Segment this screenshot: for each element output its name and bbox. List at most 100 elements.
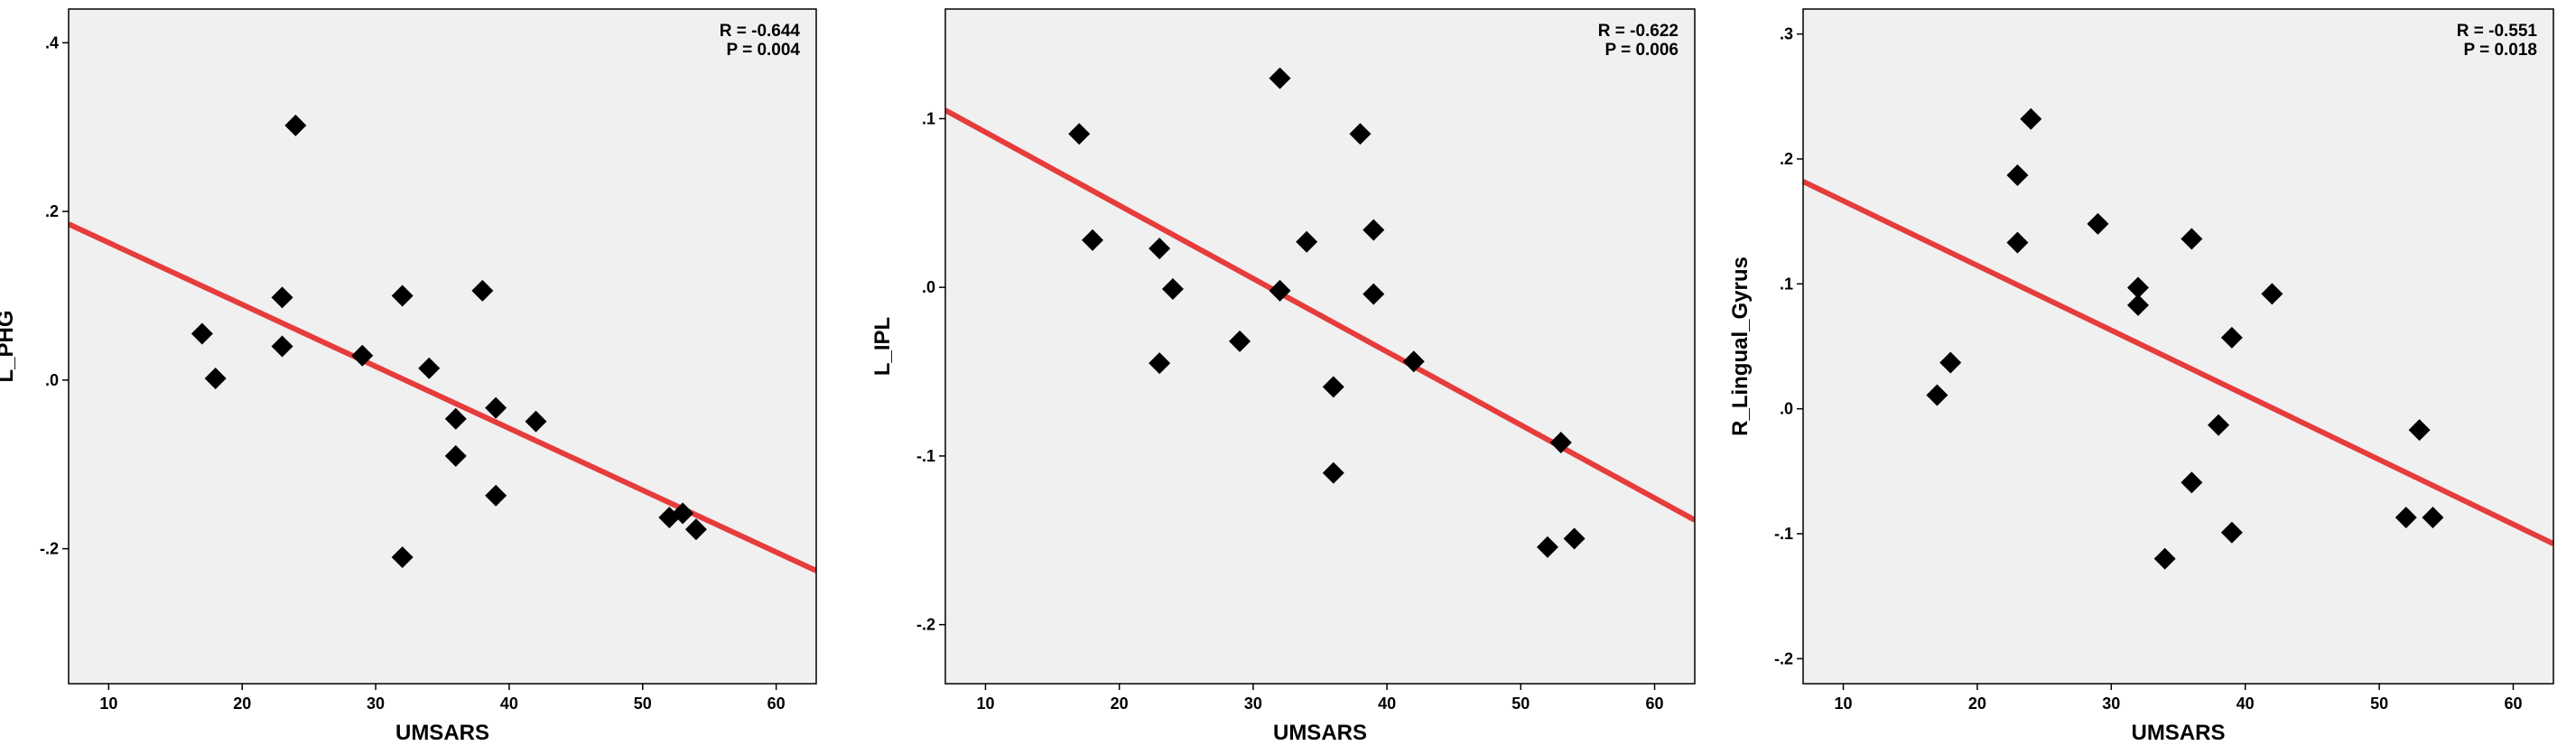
x-tick-label: 30 — [367, 695, 385, 713]
x-tick-label: 40 — [500, 695, 518, 713]
regression-line — [1803, 179, 2553, 546]
data-point — [1939, 351, 1962, 374]
stat-annotation: P = 0.006 — [1604, 41, 1679, 60]
stat-annotation: R = -0.644 — [720, 22, 801, 41]
y-tick-label: .2 — [1780, 150, 1793, 168]
data-point — [2220, 521, 2243, 544]
y-tick-label: -.2 — [1774, 649, 1793, 667]
y-axis-label: L_IPL — [870, 317, 895, 376]
x-tick-label: 30 — [1244, 695, 1262, 713]
x-tick-label: 60 — [2504, 695, 2522, 713]
x-tick-label: 50 — [2370, 695, 2388, 713]
data-point — [2220, 326, 2243, 349]
y-tick-label: .0 — [922, 278, 935, 296]
data-point — [1269, 279, 1291, 302]
x-tick-label: 60 — [767, 695, 786, 713]
data-point — [1322, 376, 1344, 398]
data-point — [2006, 163, 2029, 186]
y-tick-label: .0 — [45, 371, 59, 389]
data-point — [1161, 278, 1184, 301]
data-point — [1082, 228, 1104, 251]
y-axis-label: R_Lingual_Gyrus — [1728, 256, 1753, 436]
x-tick-label: 10 — [976, 695, 994, 713]
regression-line — [945, 107, 1695, 523]
x-tick-label: 20 — [233, 695, 251, 713]
data-point — [1549, 431, 1572, 453]
data-point — [2153, 547, 2176, 570]
y-axis-label: L_PHG — [0, 310, 18, 382]
stat-annotation: R = -0.622 — [1598, 22, 1679, 41]
data-point — [2087, 212, 2109, 235]
x-axis-label: UMSARS — [2131, 721, 2225, 745]
y-tick-label: .1 — [922, 109, 935, 127]
plot-frame — [944, 8, 1696, 685]
x-tick-label: 40 — [2237, 695, 2255, 713]
data-point — [191, 322, 213, 345]
data-point — [1536, 536, 1558, 558]
data-point — [2208, 414, 2230, 436]
data-point — [2020, 107, 2042, 130]
x-tick-label: 50 — [634, 695, 652, 713]
data-point — [2126, 294, 2149, 316]
y-tick-label: -.2 — [40, 540, 59, 558]
y-tick-label: -.1 — [916, 447, 935, 465]
x-tick-label: 20 — [1968, 695, 1986, 713]
data-point — [204, 367, 227, 389]
data-point — [1229, 330, 1251, 352]
data-point — [1563, 527, 1586, 550]
stat-annotation: P = 0.004 — [726, 41, 800, 60]
plot-area — [1803, 9, 2553, 684]
data-point — [1926, 384, 1948, 406]
y-tick-label: .3 — [1780, 25, 1793, 43]
stat-annotation: R = -0.551 — [2457, 22, 2538, 41]
data-point — [391, 284, 414, 307]
data-point — [1322, 462, 1344, 484]
y-tick-label: .2 — [45, 202, 59, 220]
data-point — [672, 502, 694, 525]
y-tick-label: -.2 — [916, 616, 935, 634]
data-point — [1269, 67, 1291, 89]
stat-annotation: P = 0.018 — [2463, 41, 2537, 60]
x-tick-label: 30 — [2102, 695, 2120, 713]
x-tick-label: 60 — [1646, 695, 1664, 713]
data-point — [391, 546, 414, 568]
data-point — [1149, 352, 1171, 375]
data-point — [1362, 283, 1385, 305]
data-point — [2006, 231, 2029, 254]
x-tick-label: 50 — [1511, 695, 1530, 713]
data-point — [1296, 230, 1318, 253]
data-point — [2395, 507, 2417, 529]
data-point — [1402, 350, 1425, 373]
data-point — [684, 518, 707, 541]
data-point — [271, 286, 293, 309]
data-point — [2408, 419, 2431, 442]
plot-area — [69, 9, 816, 684]
plot-frame — [1802, 8, 2554, 685]
data-point — [1362, 219, 1385, 241]
data-point — [444, 444, 467, 467]
data-point — [471, 279, 494, 302]
y-tick-label: .4 — [45, 33, 59, 51]
data-point — [284, 114, 307, 136]
data-point — [2181, 228, 2203, 250]
data-point — [525, 410, 547, 433]
y-tick-label: -.1 — [1774, 525, 1793, 543]
x-tick-label: 10 — [1835, 695, 1853, 713]
y-tick-label: .0 — [1780, 400, 1793, 418]
x-tick-label: 40 — [1378, 695, 1396, 713]
x-tick-label: 10 — [99, 695, 117, 713]
data-point — [2181, 471, 2203, 494]
data-point — [351, 344, 374, 367]
plot-frame — [68, 8, 817, 685]
data-point — [485, 396, 507, 419]
data-point — [1349, 123, 1372, 145]
data-point — [1068, 123, 1091, 145]
data-point — [2126, 276, 2149, 299]
data-point — [2261, 283, 2283, 305]
data-point — [2422, 507, 2444, 529]
x-tick-label: 20 — [1111, 695, 1129, 713]
